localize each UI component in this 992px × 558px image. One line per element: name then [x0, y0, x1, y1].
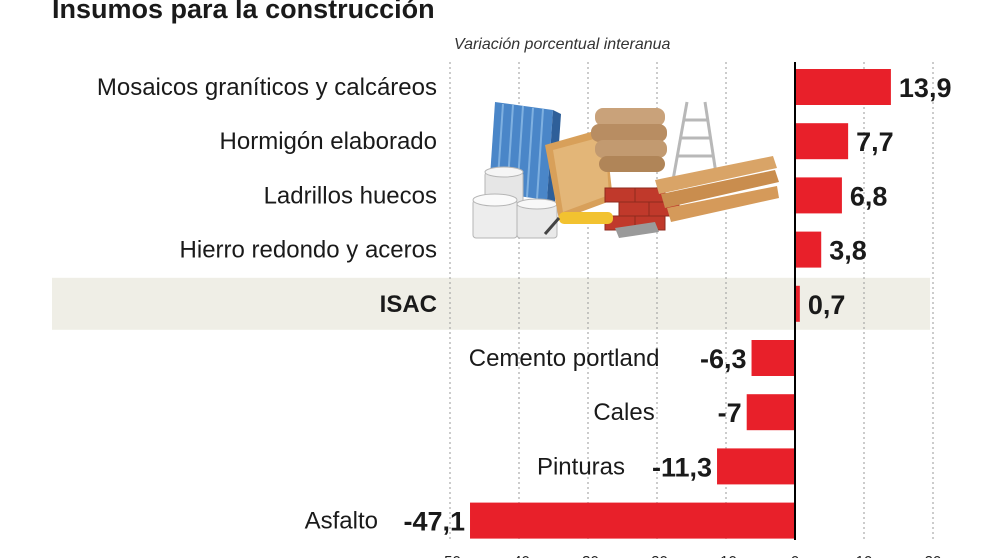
- bar: [795, 285, 800, 322]
- value-label: 6,8: [850, 181, 888, 211]
- value-label: -6,3: [700, 344, 747, 374]
- value-label: -7: [718, 398, 742, 428]
- value-label: -11,3: [652, 452, 712, 482]
- category-label: Pinturas: [537, 453, 625, 480]
- x-tick-label: -20: [646, 553, 668, 558]
- category-label: Hormigón elaborado: [220, 128, 437, 155]
- value-label: 13,9: [899, 73, 952, 103]
- bar: [717, 448, 795, 485]
- x-tick-label: -30: [577, 553, 599, 558]
- chart-title: Insumos para la construcción: [52, 0, 435, 24]
- x-tick-label: 0: [791, 553, 799, 558]
- bar: [795, 123, 849, 160]
- value-label: -47,1: [403, 507, 465, 537]
- x-tick-label: 10: [856, 553, 873, 558]
- category-label: Cales: [593, 399, 654, 426]
- category-label: Mosaicos graníticos y calcáreos: [97, 74, 437, 101]
- bar: [751, 340, 795, 376]
- category-label: Hierro redondo y aceros: [180, 237, 437, 264]
- x-tick-label: -50: [439, 553, 461, 558]
- bar: [795, 231, 822, 268]
- bar: [746, 394, 795, 431]
- bar: [470, 502, 795, 539]
- value-label: 3,8: [829, 236, 867, 266]
- category-label: ISAC: [380, 291, 437, 318]
- value-label: 7,7: [856, 127, 894, 157]
- construction-materials-icon: [472, 101, 779, 239]
- x-tick-label: 20: [925, 553, 942, 558]
- x-tick-label: -10: [715, 553, 737, 558]
- category-label: Cemento portland: [469, 345, 660, 372]
- value-label: 0,7: [808, 290, 846, 320]
- highlight-band: [52, 277, 930, 330]
- category-label: Asfalto: [305, 508, 378, 535]
- chart-subtitle: Variación porcentual interanua: [454, 36, 671, 53]
- bar: [795, 69, 891, 105]
- x-tick-label: -40: [508, 553, 530, 558]
- bar: [795, 177, 842, 214]
- category-label: Ladrillos huecos: [264, 182, 437, 209]
